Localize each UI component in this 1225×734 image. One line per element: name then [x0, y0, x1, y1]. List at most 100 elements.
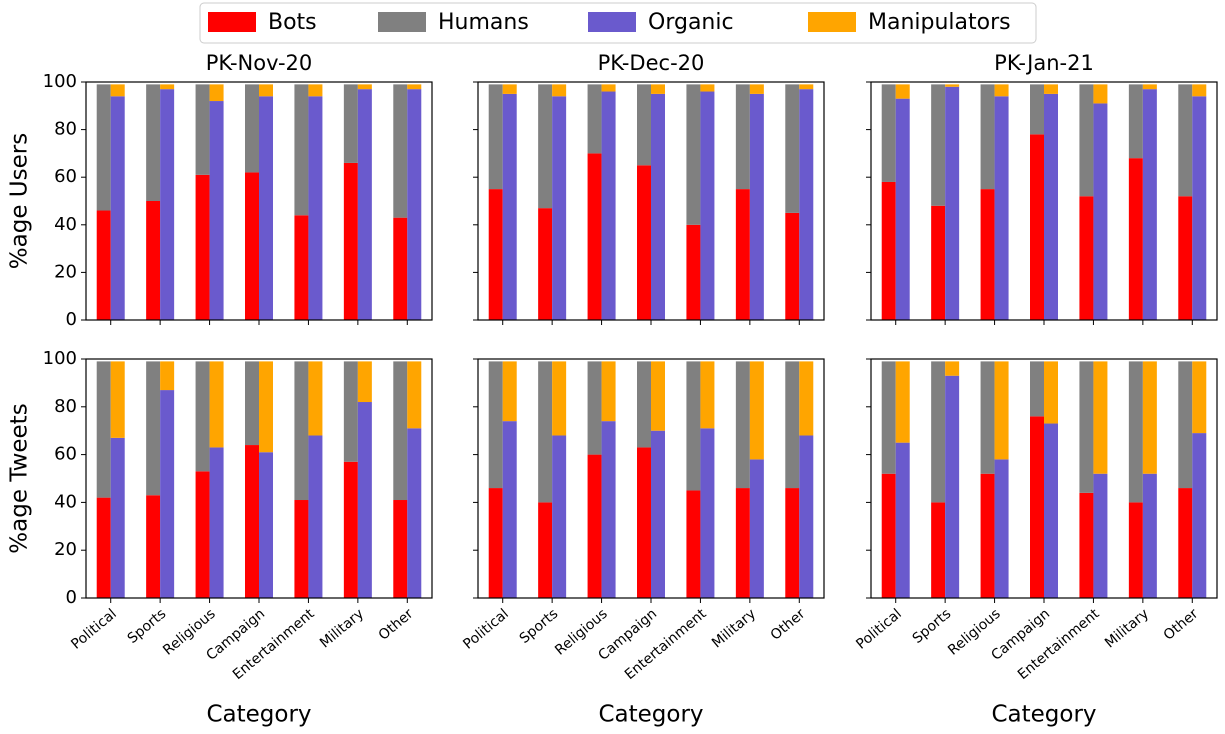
- bar-segment: [1093, 84, 1108, 104]
- x-tick-label: Political: [853, 606, 905, 653]
- bar-segment: [245, 445, 259, 598]
- bar-segment: [931, 361, 946, 503]
- bar-segment: [146, 495, 161, 598]
- bar-segment: [651, 84, 665, 94]
- bar-segment: [980, 473, 995, 598]
- bar-segment: [1192, 433, 1207, 598]
- bar-segment: [110, 437, 125, 598]
- bar-segment: [651, 93, 665, 321]
- bar-segment: [1142, 84, 1157, 90]
- bar-segment: [700, 361, 715, 429]
- bar-segment: [1079, 196, 1094, 320]
- bar-segment: [1030, 84, 1044, 135]
- bar-segment: [502, 361, 517, 422]
- bar-segment: [637, 84, 651, 166]
- bar-segment: [259, 361, 273, 453]
- y-tick-label: 60: [54, 166, 77, 187]
- bar-segment: [245, 84, 259, 173]
- bar-segment: [146, 201, 161, 320]
- bar-segment: [931, 84, 946, 206]
- bar-segment: [895, 442, 910, 598]
- bar-segment: [994, 459, 1009, 598]
- bar-segment: [1142, 473, 1157, 598]
- bar-segment: [488, 189, 503, 320]
- bar-segment: [294, 84, 309, 216]
- bar-segment: [195, 174, 210, 320]
- bar-segment: [488, 361, 503, 489]
- axes-frame: [870, 81, 1218, 321]
- x-tick-label: Political: [460, 606, 512, 653]
- bar-segment: [799, 89, 814, 320]
- bar-segment: [980, 84, 995, 190]
- legend-label: Humans: [438, 10, 529, 35]
- bar-segment: [651, 430, 665, 598]
- bar-segment: [945, 84, 960, 87]
- bar-segment: [393, 500, 408, 598]
- bar-segment: [799, 435, 814, 598]
- axes-frame: [477, 81, 825, 321]
- bar-segment: [601, 361, 616, 422]
- bar-segment: [1044, 423, 1058, 598]
- bar-segment: [343, 461, 358, 598]
- bar-segment: [895, 98, 910, 320]
- bar-segment: [552, 361, 567, 436]
- x-tick-label: Other: [768, 606, 809, 644]
- bar-segment: [209, 84, 224, 102]
- bar-segment: [881, 361, 896, 474]
- bar-segment: [502, 93, 517, 321]
- bar-segment: [637, 165, 651, 320]
- x-axis-label: Category: [598, 702, 703, 728]
- bar-segment: [160, 89, 175, 320]
- bar-segment: [160, 390, 175, 598]
- legend-swatch: [378, 12, 426, 32]
- y-tick-label: 0: [66, 587, 77, 608]
- bar-segment: [259, 452, 273, 598]
- bar-segment: [881, 181, 896, 320]
- bar-segment: [994, 96, 1009, 320]
- bar-segment: [1178, 361, 1193, 489]
- bar-segment: [407, 428, 422, 598]
- bar-segment: [1178, 488, 1193, 598]
- bar-segment: [881, 473, 896, 598]
- bar-segment: [1192, 96, 1207, 320]
- bar-segment: [488, 488, 503, 598]
- y-tick-label: 20: [54, 261, 77, 282]
- x-tick-label: Sports: [125, 606, 170, 647]
- bar-segment: [931, 205, 946, 320]
- bar-segment: [259, 84, 273, 97]
- bar-segment: [488, 84, 503, 190]
- bar-segment: [308, 435, 323, 598]
- bar-segment: [110, 96, 125, 320]
- bar-segment: [1178, 196, 1193, 320]
- y-axis-label: %age Tweets: [7, 403, 33, 553]
- bar-segment: [308, 96, 323, 320]
- bar-segment: [357, 361, 372, 403]
- x-tick-label: Other: [376, 606, 417, 644]
- bar-segment: [538, 84, 553, 209]
- bar-segment: [195, 471, 210, 598]
- bar-segment: [393, 361, 408, 501]
- bar-segment: [881, 84, 896, 182]
- bar-segment: [538, 361, 553, 503]
- bar-segment: [587, 153, 602, 320]
- bar-segment: [308, 361, 323, 436]
- bar-segment: [587, 84, 602, 154]
- bar-segment: [294, 500, 309, 598]
- bar-segment: [980, 361, 995, 474]
- bar-segment: [195, 361, 210, 472]
- legend-swatch: [588, 12, 636, 32]
- bar-segment: [749, 93, 764, 321]
- bar-segment: [799, 361, 814, 436]
- bar-segment: [110, 84, 125, 97]
- bar-segment: [895, 361, 910, 443]
- bar-segment: [407, 84, 422, 90]
- bar-segment: [785, 488, 800, 598]
- bar-segment: [1079, 84, 1094, 197]
- bar-segment: [1192, 361, 1207, 434]
- axes-frame: [85, 358, 433, 599]
- bar-segment: [945, 361, 960, 376]
- bar-segment: [1128, 361, 1143, 503]
- bar-segment: [1044, 93, 1058, 321]
- bar-segment: [1142, 89, 1157, 320]
